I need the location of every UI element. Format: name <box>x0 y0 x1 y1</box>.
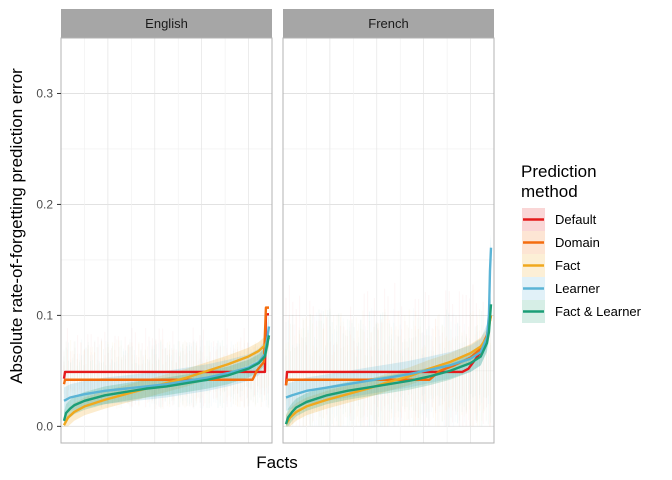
legend-item-domain: Domain <box>522 231 600 254</box>
legend-item-learner: Learner <box>522 277 600 300</box>
legend-label: Domain <box>555 235 600 250</box>
facet-strip-background <box>283 9 494 38</box>
series-band-fact-learner <box>64 326 269 427</box>
series-line-fact-learner <box>62 335 271 422</box>
panel-border <box>60 37 273 444</box>
y-tick-label: 0.1 <box>36 308 53 322</box>
facet-panel-english <box>60 37 273 444</box>
y-tick-label: 0.3 <box>36 86 53 100</box>
legend: Prediction method Default Domain Fact Learner… <box>521 162 642 323</box>
y-tick-label: 0.0 <box>36 419 53 433</box>
y-tick-label: 0.2 <box>36 197 53 211</box>
facet-strip-label: English <box>145 16 188 31</box>
facet-strip-background <box>61 9 272 38</box>
y-axis: 0.0 0.1 0.2 0.3 <box>36 86 61 433</box>
panel-background <box>61 38 272 443</box>
series-line-domain <box>62 306 269 385</box>
series-line-fact-learner <box>284 304 493 425</box>
series-band-fact <box>64 328 269 427</box>
y-axis-title: Absolute rate-of-forgetting prediction e… <box>7 68 26 384</box>
legend-label: Learner <box>555 281 600 296</box>
legend-label: Default <box>555 212 597 227</box>
legend-title-line: Prediction <box>521 162 597 181</box>
series-line-fact <box>284 315 493 425</box>
series-line-default <box>62 313 269 379</box>
legend-label: Fact <box>555 258 581 273</box>
facet-strips: English French <box>61 9 494 38</box>
legend-title-line: method <box>521 182 578 201</box>
x-axis-title: Facts <box>256 453 298 472</box>
legend-item-default: Default <box>522 208 597 231</box>
panel-border <box>282 37 495 444</box>
series-line-learner <box>285 247 493 399</box>
legend-item-fact: Fact <box>522 254 581 277</box>
facet-panels <box>60 37 495 444</box>
facet-panel-french <box>282 37 495 444</box>
panel-background <box>283 38 494 443</box>
facet-strip-french: French <box>283 9 494 38</box>
facet-strip-label: French <box>368 16 408 31</box>
legend-item-fact-learner: Fact & Learner <box>522 300 642 323</box>
legend-title: Prediction method <box>521 162 597 201</box>
facet-strip-english: English <box>61 9 272 38</box>
legend-label: Fact & Learner <box>555 304 642 319</box>
